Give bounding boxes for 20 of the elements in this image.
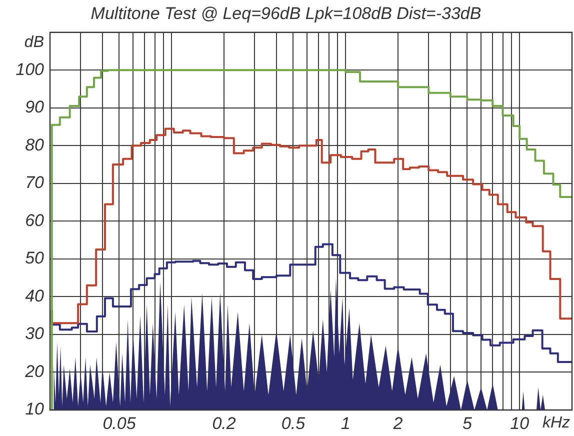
y-tick-label: 60 <box>25 210 45 230</box>
x-tick-label: 0.2 <box>212 414 236 433</box>
y-tick-label: 50 <box>25 248 45 268</box>
chart-title: Multitone Test @ Leq=96dB Lpk=108dB Dist=-33dB <box>90 4 482 23</box>
y-tick-label: 30 <box>25 324 45 344</box>
y-tick-label: 80 <box>25 135 45 154</box>
x-tick-label: 10 <box>510 414 530 433</box>
y-tick-label: 10 <box>25 400 45 419</box>
y-tick-label: 100 <box>16 60 45 79</box>
y-tick-label: 70 <box>25 173 45 192</box>
y-axis-title: dB <box>24 34 44 51</box>
y-tick-label: 90 <box>25 98 45 117</box>
x-tick-label: 5 <box>462 414 473 433</box>
y-tick-label: 20 <box>24 362 45 381</box>
x-tick-label: 2 <box>392 414 404 433</box>
x-tick-label: 0.05 <box>102 414 136 433</box>
y-tick-label: 40 <box>25 286 45 306</box>
x-tick-label: 0.5 <box>281 414 306 433</box>
x-axis-title: kHz <box>542 414 570 432</box>
x-tick-label: 1 <box>340 414 350 433</box>
